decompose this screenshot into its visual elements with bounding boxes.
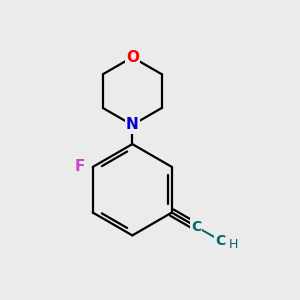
Text: O: O <box>126 50 139 65</box>
Text: F: F <box>74 159 85 174</box>
Text: N: N <box>126 118 139 133</box>
Text: H: H <box>229 238 238 251</box>
Text: C: C <box>191 220 201 234</box>
Text: C: C <box>215 233 225 248</box>
